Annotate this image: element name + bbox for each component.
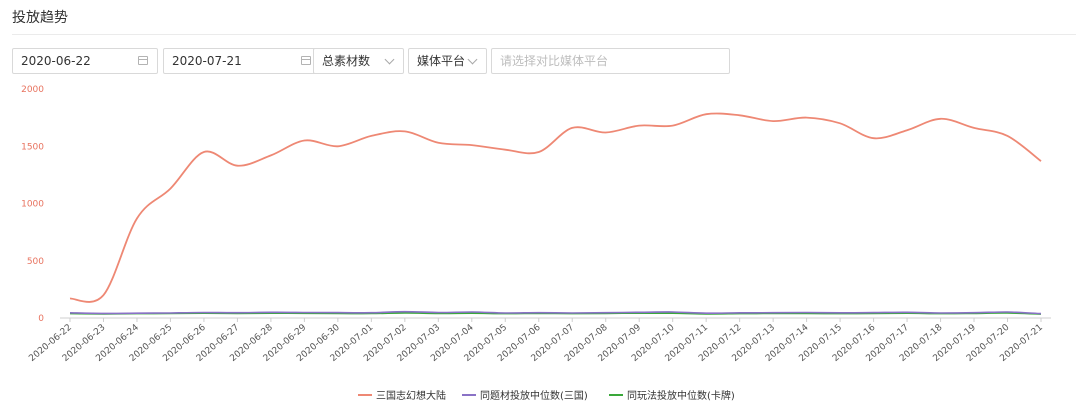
legend-item-label[interactable]: 三国志幻想大陆 — [376, 389, 446, 402]
y-tick-label: 1000 — [21, 200, 44, 210]
start-date-picker[interactable]: 2020-06-22 — [12, 48, 158, 74]
series-line-1 — [69, 310, 1042, 315]
header-divider — [12, 34, 1076, 35]
compare-platform-input[interactable]: 请选择对比媒体平台 — [491, 48, 730, 74]
y-tick-label: 500 — [27, 257, 44, 267]
series-line-0 — [69, 112, 1042, 303]
start-date-value: 2020-06-22 — [21, 54, 91, 68]
legend-item-label[interactable]: 同玩法投放中位数(卡牌) — [627, 389, 735, 402]
end-date-value: 2020-07-21 — [172, 54, 242, 68]
calendar-icon — [138, 56, 148, 65]
platform-select-value: 媒体平台 — [417, 54, 466, 68]
metric-select-value: 总素材数 — [322, 54, 371, 68]
y-tick-label: 0 — [38, 314, 44, 324]
y-tick-label: 2000 — [21, 85, 44, 95]
compare-platform-placeholder: 请选择对比媒体平台 — [500, 54, 609, 68]
calendar-icon — [301, 56, 311, 65]
page-title: 投放趋势 — [12, 10, 68, 26]
end-date-picker[interactable]: 2020-07-21 — [163, 48, 321, 74]
legend-item-label[interactable]: 同题材投放中位数(三国) — [480, 389, 588, 402]
y-tick-label: 1500 — [21, 142, 44, 152]
metric-select[interactable]: 总素材数 — [313, 48, 404, 74]
platform-select[interactable]: 媒体平台 — [408, 48, 487, 74]
